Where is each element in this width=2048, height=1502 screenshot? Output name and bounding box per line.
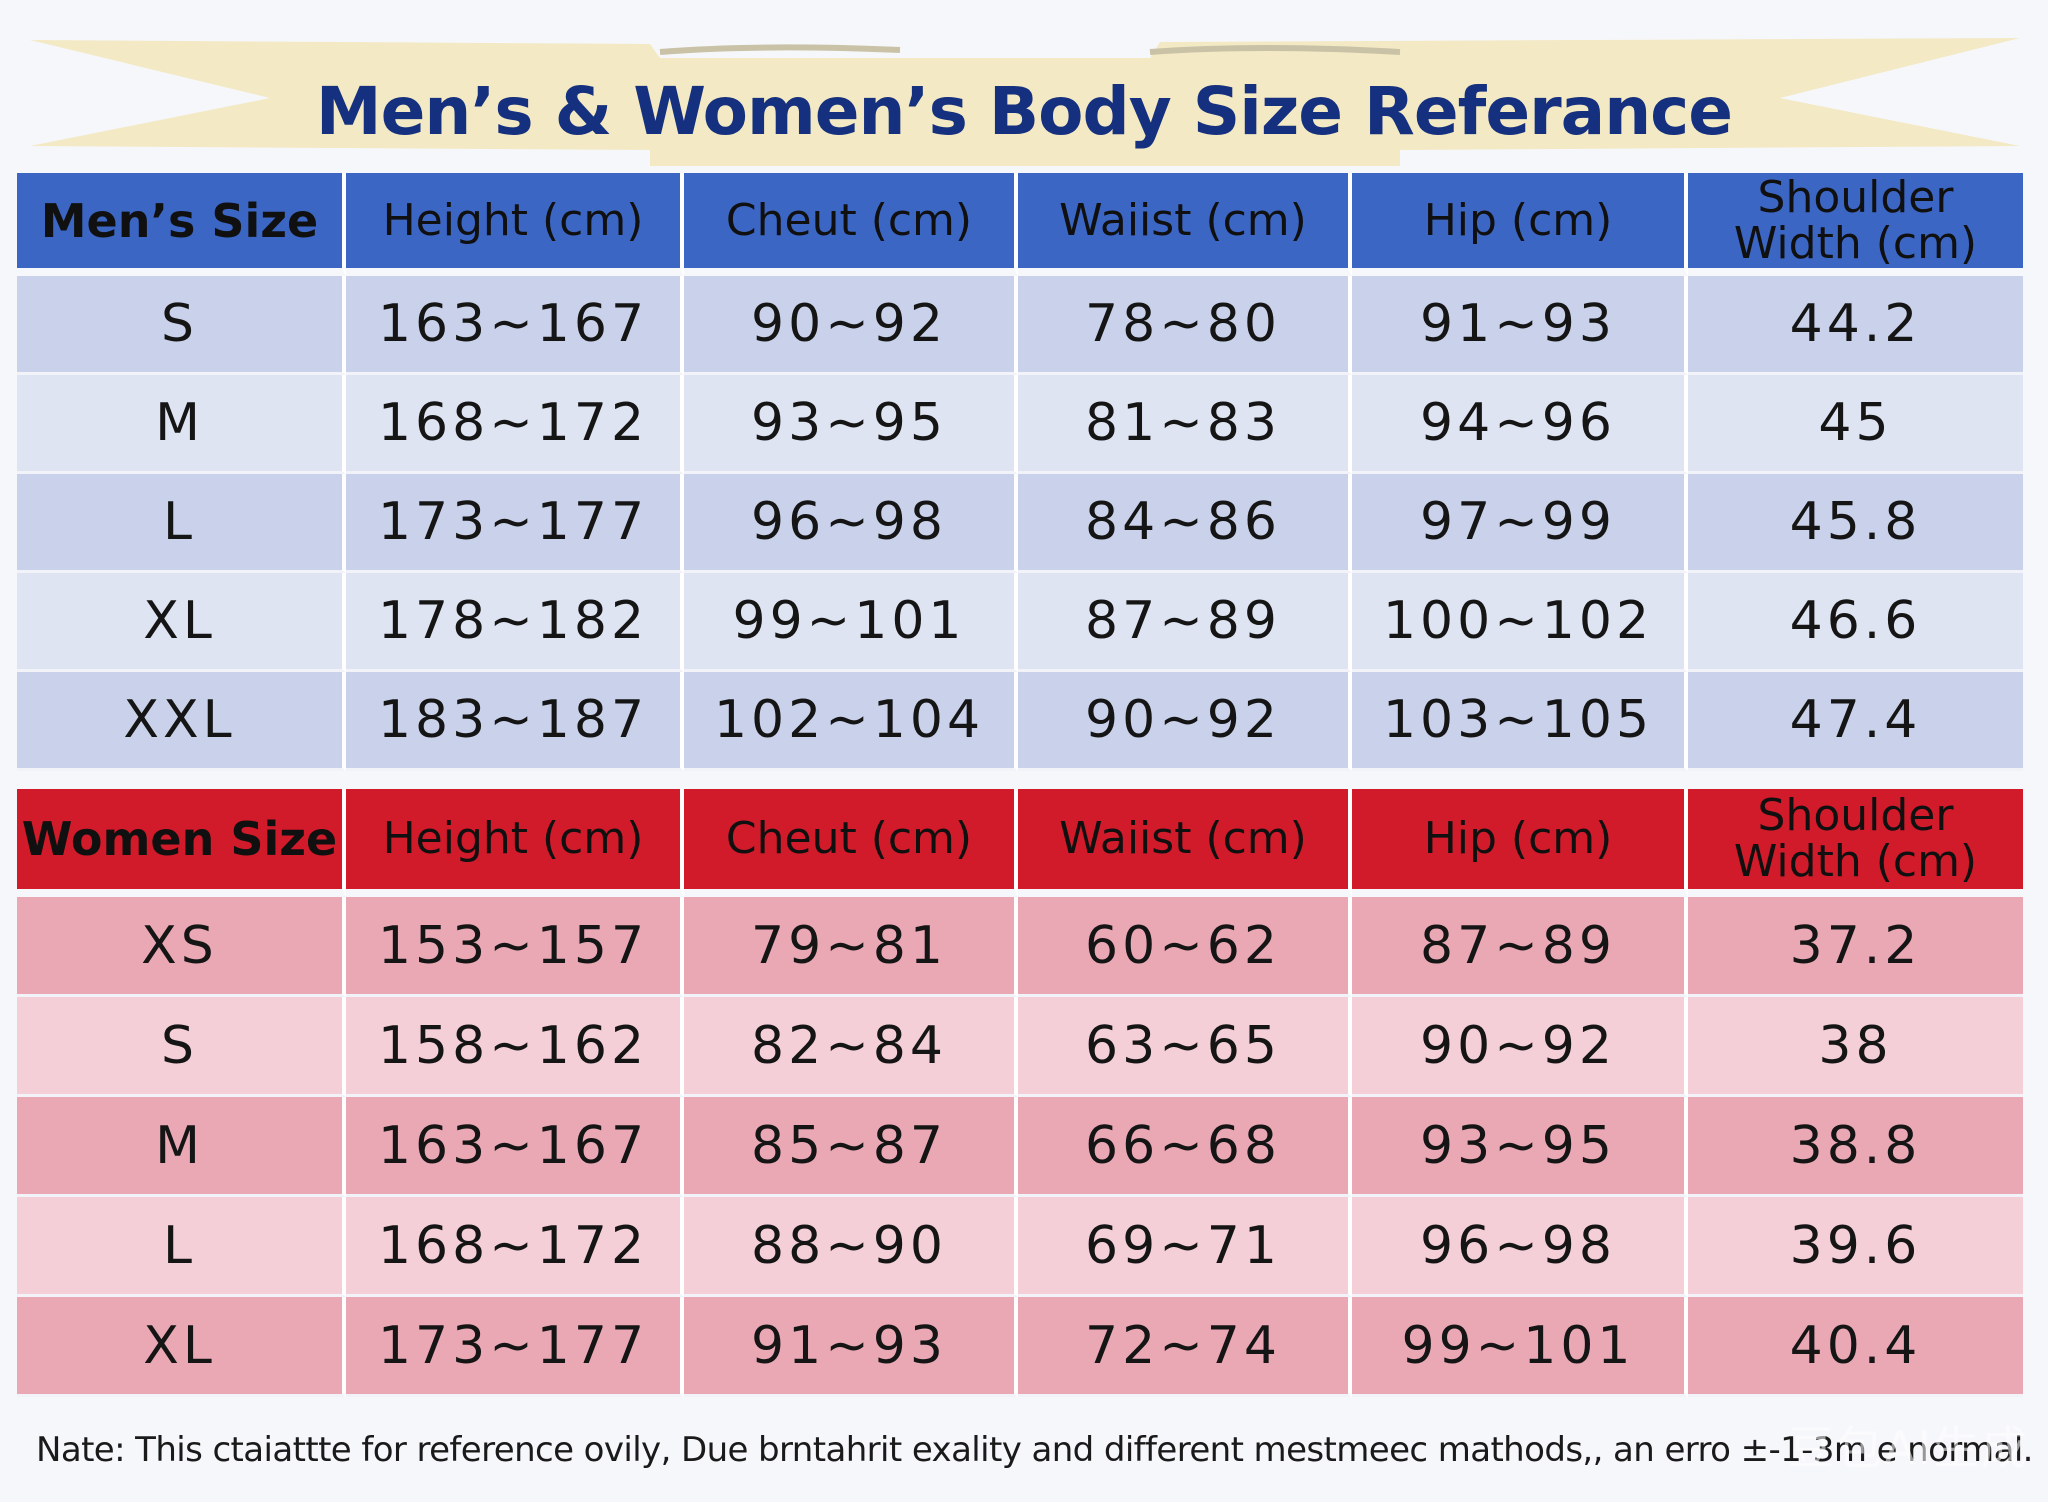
women-table-cell: 91~93 bbox=[684, 1297, 1018, 1397]
women-header-cell: Cheut (cm) bbox=[684, 789, 1018, 897]
men-header-cell: Shoulder Width (cm) bbox=[1688, 173, 2023, 276]
women-table-cell: 60~62 bbox=[1018, 897, 1352, 997]
men-table-cell: 45 bbox=[1688, 375, 2023, 474]
women-table-cell: 69~71 bbox=[1018, 1197, 1352, 1297]
women-header-cell: Hip (cm) bbox=[1352, 789, 1688, 897]
men-table-cell: 168~172 bbox=[346, 375, 684, 474]
men-size-label: S bbox=[17, 276, 346, 375]
women-table-cell: 38.8 bbox=[1688, 1097, 2023, 1197]
women-table-cell: 38 bbox=[1688, 997, 2023, 1097]
men-table-cell: 84~86 bbox=[1018, 474, 1352, 573]
women-table-cell: 88~90 bbox=[684, 1197, 1018, 1297]
men-size-label: L bbox=[17, 474, 346, 573]
women-size-table: Women Size Height (cm) Cheut (cm) Waiist (c… bbox=[17, 789, 2023, 1397]
women-table-cell: 163~167 bbox=[346, 1097, 684, 1197]
men-table-cell: 47.4 bbox=[1688, 672, 2023, 771]
men-table-cell: 99~101 bbox=[684, 573, 1018, 672]
men-table-cell: 91~93 bbox=[1352, 276, 1688, 375]
men-table-cell: 44.2 bbox=[1688, 276, 2023, 375]
footer-note: Nate: This ctaiattte for reference ovily… bbox=[36, 1430, 2033, 1470]
men-table-cell: 87~89 bbox=[1018, 573, 1352, 672]
women-header-cell: Shoulder Width (cm) bbox=[1688, 789, 2023, 897]
men-table-cell: 100~102 bbox=[1352, 573, 1688, 672]
women-header-cell: Waiist (cm) bbox=[1018, 789, 1352, 897]
women-table-cell: 40.4 bbox=[1688, 1297, 2023, 1397]
women-table-cell: 66~68 bbox=[1018, 1097, 1352, 1197]
men-table-cell: 45.8 bbox=[1688, 474, 2023, 573]
women-table-cell: 79~81 bbox=[684, 897, 1018, 997]
men-table-cell: 78~80 bbox=[1018, 276, 1352, 375]
men-table-cell: 163~167 bbox=[346, 276, 684, 375]
women-table-cell: 82~84 bbox=[684, 997, 1018, 1097]
men-table-cell: 90~92 bbox=[684, 276, 1018, 375]
men-header-cell: Men’s Size bbox=[17, 173, 346, 276]
men-header-cell: Waiist (cm) bbox=[1018, 173, 1352, 276]
men-table-cell: 46.6 bbox=[1688, 573, 2023, 672]
women-table-cell: 72~74 bbox=[1018, 1297, 1352, 1397]
women-table-cell: 99~101 bbox=[1352, 1297, 1688, 1397]
ribbon-graphic bbox=[30, 38, 2020, 166]
men-table-cell: 97~99 bbox=[1352, 474, 1688, 573]
women-table-cell: 168~172 bbox=[346, 1197, 684, 1297]
men-table-cell: 93~95 bbox=[684, 375, 1018, 474]
title-banner bbox=[0, 0, 2048, 190]
women-table-cell: 39.6 bbox=[1688, 1197, 2023, 1297]
men-header-cell: Cheut (cm) bbox=[684, 173, 1018, 276]
women-table-cell: 153~157 bbox=[346, 897, 684, 997]
women-table-cell: 90~92 bbox=[1352, 997, 1688, 1097]
women-table-cell: 173~177 bbox=[346, 1297, 684, 1397]
men-table-cell: 94~96 bbox=[1352, 375, 1688, 474]
women-header-cell: Height (cm) bbox=[346, 789, 684, 897]
men-table-cell: 81~83 bbox=[1018, 375, 1352, 474]
women-table-cell: 87~89 bbox=[1352, 897, 1688, 997]
men-table-cell: 103~105 bbox=[1352, 672, 1688, 771]
men-table-cell: 90~92 bbox=[1018, 672, 1352, 771]
women-size-label: S bbox=[17, 997, 346, 1097]
men-table-cell: 96~98 bbox=[684, 474, 1018, 573]
women-table-cell: 85~87 bbox=[684, 1097, 1018, 1197]
women-table-cell: 158~162 bbox=[346, 997, 684, 1097]
men-table-cell: 173~177 bbox=[346, 474, 684, 573]
women-table-cell: 63~65 bbox=[1018, 997, 1352, 1097]
men-size-label: XL bbox=[17, 573, 346, 672]
men-table-cell: 102~104 bbox=[684, 672, 1018, 771]
women-table-cell: 37.2 bbox=[1688, 897, 2023, 997]
men-table-cell: 178~182 bbox=[346, 573, 684, 672]
men-size-label: M bbox=[17, 375, 346, 474]
women-size-label: M bbox=[17, 1097, 346, 1197]
page-title: Men’s & Women’s Body Size Referance bbox=[315, 73, 1733, 150]
watermark: 豆包AI生成 bbox=[1788, 1421, 2030, 1475]
women-size-label: XL bbox=[17, 1297, 346, 1397]
men-header-cell: Height (cm) bbox=[346, 173, 684, 276]
men-table-cell: 183~187 bbox=[346, 672, 684, 771]
women-table-cell: 96~98 bbox=[1352, 1197, 1688, 1297]
men-size-label: XXL bbox=[17, 672, 346, 771]
men-header-cell: Hip (cm) bbox=[1352, 173, 1688, 276]
women-size-label: XS bbox=[17, 897, 346, 997]
women-header-cell: Women Size bbox=[17, 789, 346, 897]
women-size-label: L bbox=[17, 1197, 346, 1297]
men-size-table: Men’s Size Height (cm) Cheut (cm) Waiist (c… bbox=[17, 173, 2023, 771]
women-table-cell: 93~95 bbox=[1352, 1097, 1688, 1197]
